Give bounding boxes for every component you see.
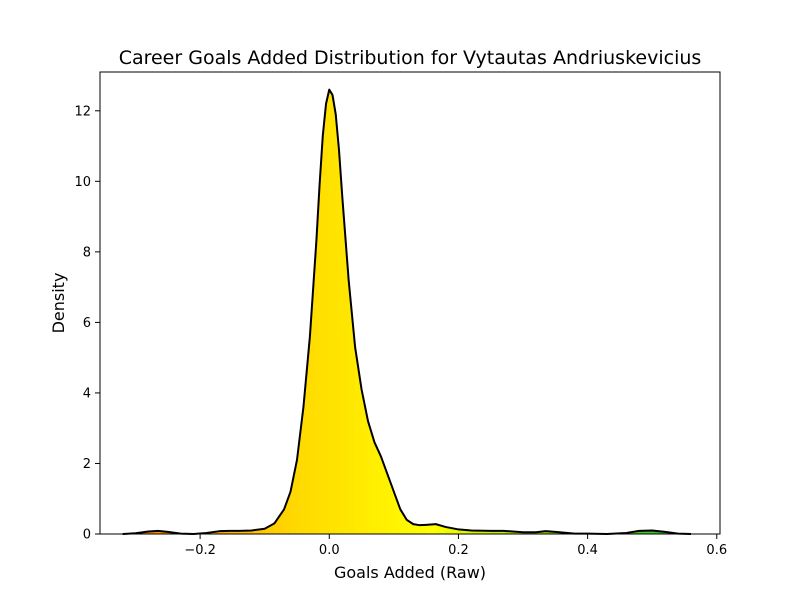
y-tick-label: 6 (83, 316, 91, 331)
density-fill-segment (393, 491, 401, 534)
x-tick-label: −0.2 (184, 543, 216, 558)
density-fill-segment (361, 389, 369, 534)
density-fill-segment (329, 89, 334, 534)
density-fill-segment (355, 347, 363, 534)
x-axis: −0.2 0.0 0.2 0.4 0.6 (184, 534, 727, 558)
x-tick-label: 0.0 (319, 543, 340, 558)
density-fill-segment (380, 456, 388, 534)
density-fill-segment (400, 509, 408, 534)
density-fill-segment (413, 524, 421, 534)
density-fill (122, 89, 692, 534)
density-fill-segment (445, 526, 460, 534)
density-fill-segment (342, 195, 350, 534)
density-fill-segment (338, 149, 343, 534)
y-tick-label: 4 (83, 386, 91, 401)
density-fill-segment (284, 491, 292, 534)
y-tick-label: 10 (74, 175, 91, 190)
density-fill-segment (303, 336, 311, 534)
density-fill-segment (274, 509, 285, 534)
chart-title: Career Goals Added Distribution for Vyta… (119, 47, 702, 69)
x-tick-label: 0.2 (448, 543, 469, 558)
y-tick-label: 8 (83, 245, 91, 260)
density-fill-segment (322, 103, 327, 534)
density-fill-segment (426, 524, 437, 534)
density-fill-segment (335, 114, 340, 534)
plot-frame (99, 71, 721, 535)
density-fill-segment (316, 184, 321, 534)
y-tick-label: 0 (83, 528, 91, 543)
density-fill-segment (296, 407, 305, 534)
y-tick-label: 12 (74, 104, 91, 119)
x-tick-label: 0.4 (577, 543, 598, 558)
density-fill-segment (326, 89, 330, 534)
density-fill-segment (290, 459, 298, 534)
density-fill-segment (374, 442, 382, 534)
y-axis: 0 2 4 6 8 10 12 (74, 104, 100, 543)
density-fill-segment (319, 135, 324, 534)
y-tick-label: 2 (83, 457, 91, 472)
x-axis-label: Goals Added (Raw) (334, 563, 486, 582)
density-curve (122, 88, 691, 535)
density-fill-segment (332, 94, 337, 534)
density-fill-segment (419, 524, 427, 534)
x-tick-label: 0.6 (706, 543, 727, 558)
density-fill-segment (368, 421, 376, 534)
y-axis-label: Density (49, 273, 68, 334)
density-fill-segment (264, 523, 275, 534)
